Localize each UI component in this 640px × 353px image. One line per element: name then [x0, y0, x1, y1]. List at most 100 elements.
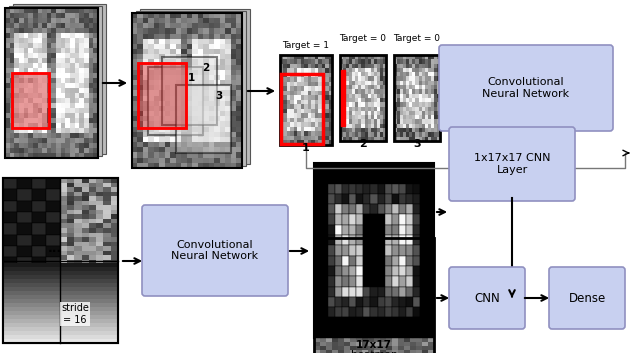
- Bar: [406, 266, 413, 276]
- Bar: [427, 225, 434, 235]
- Bar: [371, 245, 378, 256]
- Bar: [314, 173, 321, 184]
- Bar: [280, 55, 332, 145]
- Bar: [427, 194, 434, 204]
- Bar: [321, 307, 328, 317]
- Bar: [140, 9, 250, 164]
- Bar: [385, 287, 392, 297]
- Bar: [406, 235, 413, 245]
- Bar: [321, 317, 328, 328]
- Text: 1: 1: [188, 73, 195, 83]
- Bar: [328, 297, 335, 307]
- Text: 3: 3: [216, 91, 223, 101]
- Bar: [335, 328, 342, 338]
- FancyBboxPatch shape: [449, 127, 575, 201]
- Bar: [314, 194, 321, 204]
- Text: Dense: Dense: [568, 292, 605, 305]
- FancyBboxPatch shape: [142, 205, 288, 296]
- Bar: [371, 276, 378, 287]
- FancyBboxPatch shape: [439, 45, 613, 131]
- Bar: [392, 317, 399, 328]
- Bar: [356, 245, 364, 256]
- Text: 3: 3: [413, 139, 421, 149]
- Bar: [394, 55, 440, 141]
- Bar: [385, 184, 392, 194]
- Bar: [349, 215, 356, 225]
- Bar: [314, 287, 321, 297]
- Bar: [364, 266, 371, 276]
- Bar: [413, 173, 420, 184]
- Text: heatmap: heatmap: [351, 350, 397, 353]
- Bar: [378, 317, 385, 328]
- Bar: [342, 317, 349, 328]
- Bar: [328, 235, 335, 245]
- Bar: [399, 194, 406, 204]
- Bar: [427, 266, 434, 276]
- Bar: [371, 297, 378, 307]
- Bar: [420, 184, 427, 194]
- Bar: [392, 307, 399, 317]
- Bar: [356, 317, 364, 328]
- Bar: [392, 266, 399, 276]
- Bar: [335, 245, 342, 256]
- Bar: [148, 67, 203, 135]
- Bar: [385, 297, 392, 307]
- Bar: [314, 266, 321, 276]
- Bar: [31, 201, 45, 212]
- Bar: [420, 256, 427, 266]
- Bar: [45, 201, 60, 212]
- Bar: [3, 223, 17, 235]
- Bar: [399, 317, 406, 328]
- Text: ...: ...: [48, 242, 62, 255]
- Bar: [420, 204, 427, 215]
- Bar: [9, 6, 102, 156]
- Bar: [420, 215, 427, 225]
- Bar: [406, 215, 413, 225]
- Bar: [427, 235, 434, 245]
- Bar: [321, 328, 328, 338]
- Bar: [356, 173, 364, 184]
- Bar: [45, 178, 60, 189]
- Bar: [321, 245, 328, 256]
- Bar: [406, 204, 413, 215]
- Bar: [413, 184, 420, 194]
- Bar: [162, 57, 217, 125]
- Bar: [378, 297, 385, 307]
- Bar: [138, 63, 186, 128]
- Bar: [349, 163, 356, 173]
- Bar: [17, 223, 31, 235]
- Bar: [371, 256, 378, 266]
- Bar: [385, 235, 392, 245]
- Bar: [356, 225, 364, 235]
- Bar: [349, 307, 356, 317]
- Bar: [385, 173, 392, 184]
- Bar: [321, 184, 328, 194]
- Bar: [328, 184, 335, 194]
- Bar: [399, 215, 406, 225]
- Bar: [364, 173, 371, 184]
- Bar: [378, 245, 385, 256]
- Bar: [385, 307, 392, 317]
- Bar: [385, 328, 392, 338]
- Bar: [342, 235, 349, 245]
- Bar: [342, 328, 349, 338]
- Bar: [406, 328, 413, 338]
- Bar: [335, 266, 342, 276]
- Bar: [349, 256, 356, 266]
- Bar: [399, 256, 406, 266]
- Bar: [349, 266, 356, 276]
- Bar: [420, 235, 427, 245]
- Bar: [413, 287, 420, 297]
- Text: 1x17x17 CNN
Layer: 1x17x17 CNN Layer: [474, 153, 550, 175]
- Bar: [413, 204, 420, 215]
- Bar: [427, 184, 434, 194]
- Bar: [342, 287, 349, 297]
- Bar: [427, 276, 434, 287]
- Bar: [321, 163, 328, 173]
- Text: Target = 1: Target = 1: [282, 41, 330, 50]
- Bar: [314, 238, 434, 353]
- Bar: [314, 256, 321, 266]
- Text: Convolutional
Neural Network: Convolutional Neural Network: [483, 77, 570, 99]
- Bar: [342, 245, 349, 256]
- Bar: [335, 317, 342, 328]
